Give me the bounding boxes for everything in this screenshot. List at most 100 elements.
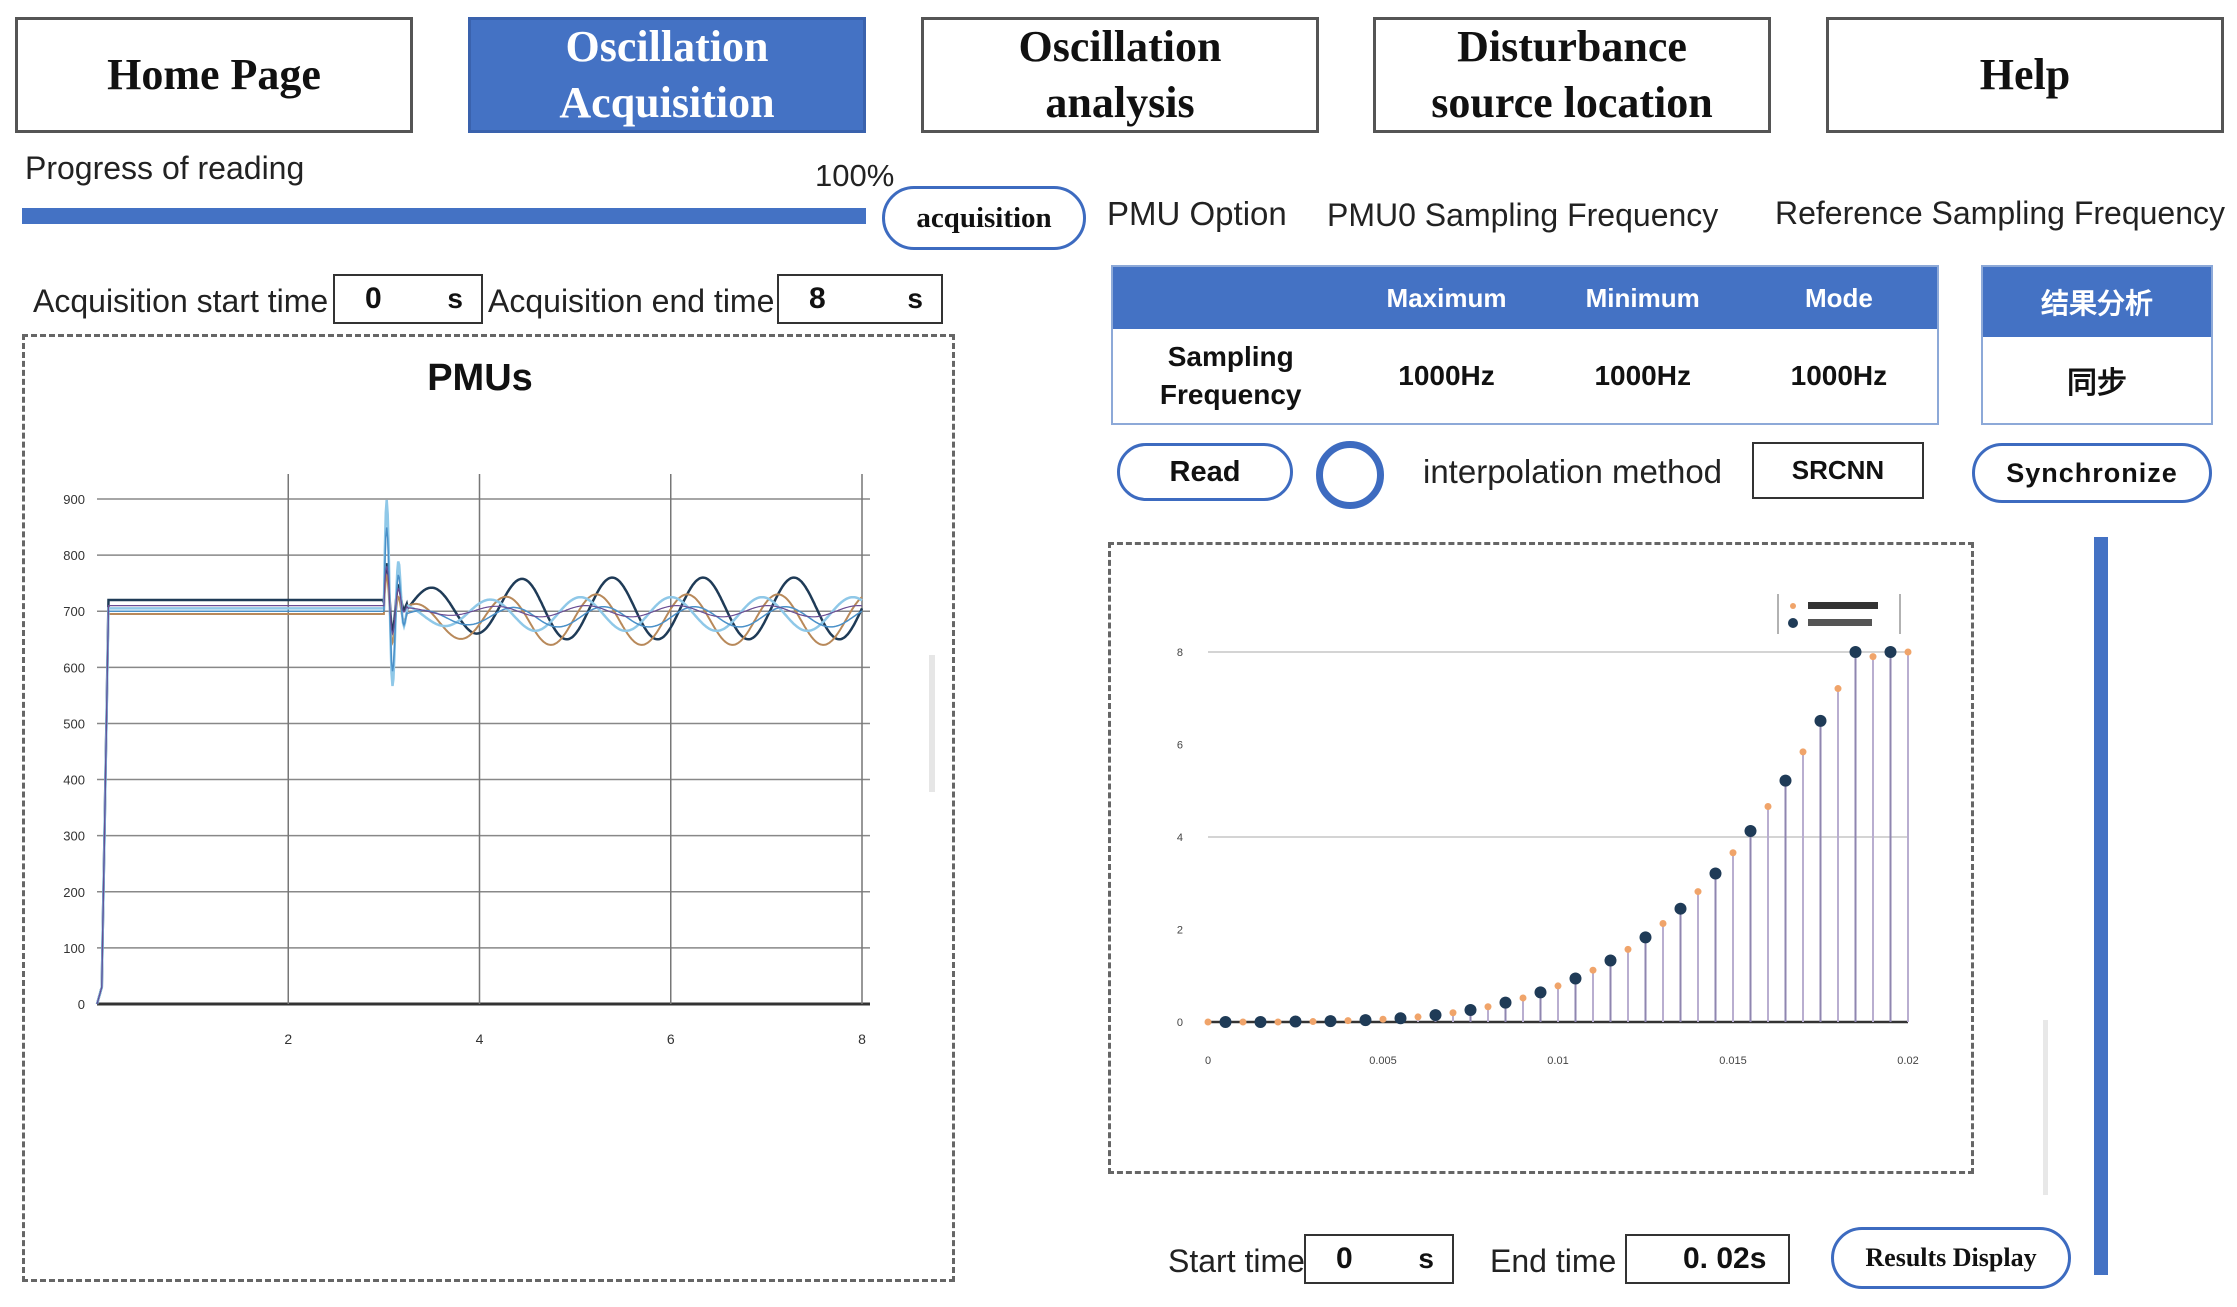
x-tick-label: 2 bbox=[284, 1031, 292, 1047]
data-point bbox=[1219, 1016, 1232, 1028]
y-tick-label: 8 bbox=[1177, 647, 1183, 659]
progress-percent: 100% bbox=[815, 158, 895, 193]
results-display-button[interactable]: Results Display bbox=[1831, 1227, 2071, 1289]
data-point bbox=[1289, 1015, 1302, 1028]
acq-end-unit: s bbox=[907, 283, 923, 314]
result-analysis-value: 同步 bbox=[2067, 366, 2127, 401]
y-tick-label: 4 bbox=[1177, 832, 1183, 844]
data-point bbox=[1624, 945, 1632, 953]
legend-label bbox=[1808, 602, 1878, 609]
data-point bbox=[1519, 994, 1527, 1002]
acq-end-label: Acquisition end time bbox=[488, 283, 775, 319]
start-time-label: Start time bbox=[1168, 1243, 1305, 1279]
x-tick-label: 0.01 bbox=[1547, 1055, 1568, 1067]
reference-frequency-label: Reference Sampling Frequency bbox=[1775, 195, 2226, 231]
frequency-table: Maximum Minimum Mode Sampling Frequency … bbox=[1111, 265, 1939, 425]
y-tick-label: 500 bbox=[63, 716, 85, 731]
nav-acquisition-label-2: Acquisition bbox=[559, 78, 775, 127]
frequency-header-mode: Mode bbox=[1740, 267, 1937, 329]
acq-start-input[interactable]: 0 s bbox=[333, 274, 483, 324]
synchronize-button-label: Synchronize bbox=[2006, 457, 2178, 488]
data-point bbox=[1429, 1009, 1442, 1022]
progress-label: Progress of reading bbox=[25, 150, 305, 186]
start-time-input[interactable]: 0 s bbox=[1304, 1234, 1454, 1284]
nav-help[interactable]: Help bbox=[1826, 17, 2224, 133]
data-point bbox=[1204, 1018, 1212, 1026]
y-tick-label: 200 bbox=[63, 885, 85, 900]
start-time-unit: s bbox=[1418, 1243, 1434, 1274]
pmus-scrollbar[interactable] bbox=[929, 655, 935, 792]
data-point bbox=[1659, 919, 1667, 927]
frequency-maximum-value: 1000Hz bbox=[1398, 360, 1495, 391]
pmu-option-label: PMU Option bbox=[1107, 195, 1287, 232]
x-tick-label: 6 bbox=[667, 1031, 675, 1047]
acq-start-label: Acquisition start time bbox=[33, 283, 329, 319]
data-point bbox=[1884, 646, 1897, 658]
data-point bbox=[1589, 966, 1597, 974]
chart-scrollbar[interactable] bbox=[2043, 1020, 2048, 1195]
y-tick-label: 400 bbox=[63, 773, 85, 788]
y-tick-label: 0 bbox=[1177, 1017, 1183, 1029]
data-point bbox=[1379, 1015, 1387, 1023]
data-point bbox=[1674, 902, 1687, 915]
x-tick-label: 0 bbox=[1205, 1055, 1211, 1067]
legend-marker bbox=[1790, 603, 1796, 609]
data-point bbox=[1254, 1016, 1267, 1028]
start-time-value: 0 bbox=[1336, 1242, 1353, 1275]
data-point bbox=[1639, 931, 1652, 944]
nav-disturbance-label-2: source location bbox=[1431, 78, 1713, 127]
nav-oscillation-analysis[interactable]: Oscillation analysis bbox=[921, 17, 1319, 133]
y-tick-label: 0 bbox=[78, 997, 85, 1012]
y-tick-label: 6 bbox=[1177, 740, 1183, 752]
series-line bbox=[95, 499, 863, 1005]
acq-end-input[interactable]: 8 s bbox=[777, 274, 943, 324]
pmus-chart-panel: PMUs 0 100 200 300 400 500 600 700 800 900 2 4 6 8 bbox=[22, 334, 955, 1282]
x-tick-label: 0.005 bbox=[1369, 1055, 1397, 1067]
nav-home-page[interactable]: Home Page bbox=[15, 17, 413, 133]
frequency-row-label: Sampling Frequency bbox=[1159, 341, 1302, 410]
x-tick-label: 0.015 bbox=[1719, 1055, 1747, 1067]
data-point bbox=[1449, 1009, 1457, 1017]
y-tick-label: 900 bbox=[63, 492, 85, 507]
data-point bbox=[1394, 1012, 1407, 1025]
data-point bbox=[1764, 802, 1772, 810]
x-tick-label: 0.02 bbox=[1897, 1055, 1918, 1067]
nav-oscillation-acquisition[interactable]: Oscillation Acquisition bbox=[468, 17, 866, 133]
end-time-label: End time bbox=[1490, 1243, 1617, 1279]
acq-end-value: 8 bbox=[809, 282, 826, 315]
data-point bbox=[1359, 1014, 1372, 1027]
pmus-chart: PMUs 0 100 200 300 400 500 600 700 800 900 2 4 6 8 bbox=[63, 357, 870, 1047]
y-tick-label: 700 bbox=[63, 604, 85, 619]
nav-acquisition-label-1: Oscillation bbox=[565, 22, 769, 71]
frequency-header-minimum: Minimum bbox=[1544, 267, 1741, 329]
interpolation-chart: 0 2 4 6 8 0 0.005 0.01 0.015 0.02 bbox=[1177, 594, 1919, 1067]
series-line bbox=[96, 527, 863, 1005]
series-line bbox=[96, 574, 863, 1005]
read-button[interactable]: Read bbox=[1117, 443, 1293, 501]
result-analysis-panel: 结果分析 同步 bbox=[1981, 265, 2213, 425]
data-point bbox=[1709, 867, 1722, 880]
acq-start-unit: s bbox=[447, 283, 463, 314]
interpolation-method-select[interactable]: SRCNN bbox=[1752, 442, 1924, 499]
legend-marker bbox=[1788, 618, 1798, 628]
acquisition-button[interactable]: acquisition bbox=[882, 186, 1086, 250]
interpolation-chart-panel: 0 2 4 6 8 0 0.005 0.01 0.015 0.02 bbox=[1108, 542, 1974, 1174]
frequency-table-header: Maximum Minimum Mode bbox=[1113, 267, 1937, 329]
data-point bbox=[1309, 1018, 1317, 1026]
y-tick-label: 600 bbox=[63, 660, 85, 675]
data-point bbox=[1729, 849, 1737, 857]
vertical-scrollbar[interactable] bbox=[2094, 537, 2108, 1275]
x-tick-label: 8 bbox=[858, 1031, 866, 1047]
acq-start-value: 0 bbox=[365, 282, 382, 315]
end-time-input[interactable]: 0. 02s bbox=[1625, 1234, 1790, 1284]
frequency-header-maximum: Maximum bbox=[1348, 267, 1545, 329]
synchronize-button[interactable]: Synchronize bbox=[1972, 443, 2212, 503]
y-tick-label: 300 bbox=[63, 829, 85, 844]
nav-disturbance-source-location[interactable]: Disturbance source location bbox=[1373, 17, 1771, 133]
data-point bbox=[1799, 748, 1807, 756]
interpolation-method-value: SRCNN bbox=[1791, 455, 1885, 485]
interpolation-method-label: interpolation method bbox=[1423, 453, 1723, 490]
data-point bbox=[1849, 646, 1862, 658]
loading-ring-icon bbox=[1316, 441, 1384, 509]
progress-track bbox=[22, 208, 866, 224]
